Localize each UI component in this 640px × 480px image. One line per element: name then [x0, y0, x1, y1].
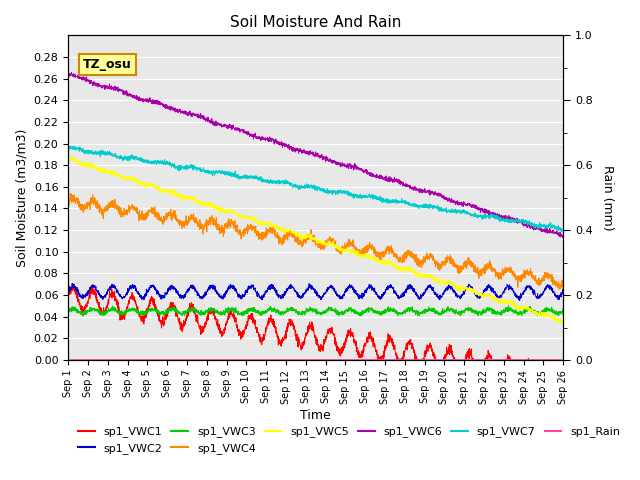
sp1_VWC7	[506, 219, 514, 225]
sp1_VWC6	[75, 73, 83, 79]
sp1_VWC3	[74, 308, 82, 314]
Legend: sp1_VWC1, sp1_VWC2, sp1_VWC3, sp1_VWC4, sp1_VWC5, sp1_VWC6, sp1_VWC7, sp1_Rain: sp1_VWC1, sp1_VWC2, sp1_VWC3, sp1_VWC4, …	[74, 422, 625, 458]
sp1_VWC3	[488, 308, 495, 313]
Line: sp1_VWC7: sp1_VWC7	[68, 146, 563, 231]
sp1_Rain	[340, 357, 348, 362]
sp1_VWC5	[340, 248, 348, 253]
sp1_VWC3	[559, 309, 567, 314]
sp1_VWC1	[70, 281, 78, 287]
sp1_VWC4	[257, 234, 264, 240]
sp1_VWC5	[257, 219, 264, 225]
Line: sp1_VWC1: sp1_VWC1	[68, 284, 563, 391]
sp1_VWC2	[559, 290, 567, 296]
sp1_VWC6	[340, 162, 348, 168]
sp1_VWC7	[468, 211, 476, 217]
sp1_VWC1	[506, 361, 514, 367]
sp1_VWC3	[340, 310, 348, 316]
Line: sp1_VWC4: sp1_VWC4	[68, 193, 563, 289]
sp1_VWC6	[64, 71, 72, 77]
sp1_VWC7	[64, 145, 72, 151]
sp1_VWC5	[556, 320, 563, 325]
sp1_VWC4	[468, 263, 476, 268]
sp1_VWC3	[356, 313, 364, 319]
sp1_VWC2	[75, 288, 83, 293]
sp1_Rain	[74, 357, 82, 362]
sp1_VWC5	[75, 160, 83, 166]
sp1_VWC1	[559, 375, 567, 381]
sp1_Rain	[506, 357, 514, 362]
Text: TZ_osu: TZ_osu	[83, 58, 132, 71]
sp1_Rain	[467, 357, 475, 362]
Line: sp1_VWC2: sp1_VWC2	[68, 283, 563, 300]
sp1_VWC2	[68, 280, 76, 286]
sp1_VWC6	[257, 134, 264, 140]
sp1_VWC2	[488, 288, 495, 293]
sp1_VWC1	[75, 299, 83, 305]
Title: Soil Moisture And Rain: Soil Moisture And Rain	[230, 15, 401, 30]
sp1_VWC1	[257, 336, 264, 342]
sp1_VWC1	[554, 388, 562, 394]
Y-axis label: Soil Moisture (m3/m3): Soil Moisture (m3/m3)	[15, 129, 28, 267]
sp1_Rain	[256, 357, 264, 362]
sp1_Rain	[488, 357, 495, 362]
sp1_VWC7	[257, 174, 264, 180]
sp1_VWC7	[559, 227, 567, 232]
Line: sp1_VWC5: sp1_VWC5	[68, 157, 563, 323]
sp1_VWC6	[506, 216, 514, 221]
Y-axis label: Rain (mm): Rain (mm)	[600, 165, 614, 230]
sp1_VWC1	[488, 360, 495, 365]
sp1_VWC4	[75, 204, 83, 209]
sp1_VWC3	[505, 303, 513, 309]
sp1_VWC4	[506, 264, 514, 270]
sp1_VWC4	[340, 240, 348, 246]
sp1_VWC5	[468, 288, 476, 293]
sp1_VWC7	[557, 228, 565, 234]
sp1_VWC4	[556, 287, 563, 292]
sp1_VWC7	[488, 213, 495, 219]
sp1_VWC5	[68, 154, 76, 160]
sp1_VWC1	[340, 342, 348, 348]
sp1_VWC3	[64, 309, 72, 314]
sp1_Rain	[64, 357, 72, 362]
sp1_VWC7	[340, 190, 348, 195]
sp1_VWC2	[64, 288, 72, 294]
Line: sp1_VWC6: sp1_VWC6	[68, 72, 563, 238]
sp1_Rain	[559, 357, 567, 362]
sp1_VWC6	[468, 203, 476, 208]
sp1_VWC1	[468, 352, 476, 358]
sp1_VWC6	[68, 70, 76, 75]
sp1_VWC4	[67, 191, 74, 196]
sp1_VWC2	[468, 285, 476, 290]
sp1_VWC6	[559, 235, 567, 240]
sp1_VWC3	[468, 309, 476, 314]
sp1_VWC5	[488, 295, 495, 301]
sp1_VWC5	[64, 156, 72, 162]
sp1_VWC6	[559, 234, 567, 240]
sp1_VWC2	[340, 289, 348, 295]
sp1_VWC7	[75, 147, 83, 153]
sp1_VWC5	[559, 319, 567, 325]
sp1_VWC2	[516, 298, 524, 303]
sp1_VWC6	[488, 212, 495, 218]
sp1_VWC2	[257, 294, 264, 300]
sp1_VWC3	[507, 306, 515, 312]
Line: sp1_VWC3: sp1_VWC3	[68, 306, 563, 316]
sp1_VWC4	[559, 278, 567, 284]
sp1_VWC7	[71, 143, 79, 149]
sp1_VWC1	[64, 293, 72, 299]
sp1_VWC3	[256, 311, 264, 317]
sp1_VWC5	[506, 301, 514, 307]
sp1_VWC4	[488, 266, 495, 272]
X-axis label: Time: Time	[300, 409, 331, 422]
sp1_VWC2	[506, 285, 514, 291]
sp1_VWC4	[64, 194, 72, 200]
